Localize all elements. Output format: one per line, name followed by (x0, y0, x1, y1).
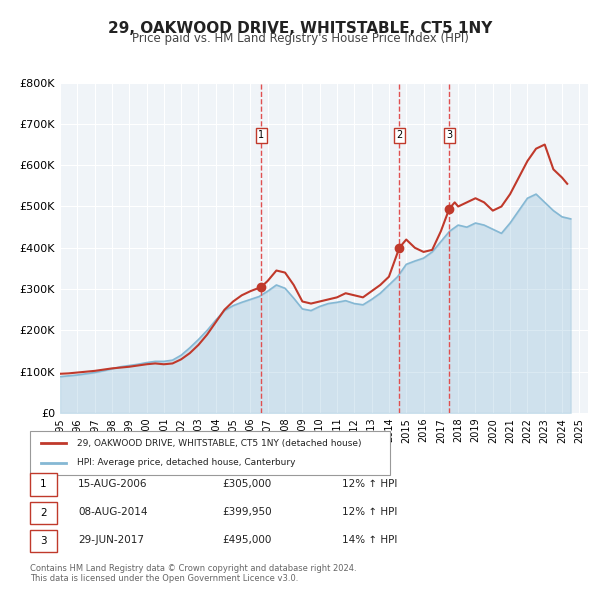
Text: 29-JUN-2017: 29-JUN-2017 (78, 536, 144, 545)
FancyBboxPatch shape (30, 431, 390, 475)
Text: £399,950: £399,950 (222, 507, 272, 517)
Text: 14% ↑ HPI: 14% ↑ HPI (342, 536, 397, 545)
Text: 12% ↑ HPI: 12% ↑ HPI (342, 507, 397, 517)
Text: £305,000: £305,000 (222, 479, 271, 489)
Text: 12% ↑ HPI: 12% ↑ HPI (342, 479, 397, 489)
Text: 1: 1 (258, 130, 264, 140)
Text: Price paid vs. HM Land Registry's House Price Index (HPI): Price paid vs. HM Land Registry's House … (131, 32, 469, 45)
Text: 29, OAKWOOD DRIVE, WHITSTABLE, CT5 1NY (detached house): 29, OAKWOOD DRIVE, WHITSTABLE, CT5 1NY (… (77, 438, 361, 448)
Text: 3: 3 (446, 130, 452, 140)
Text: £495,000: £495,000 (222, 536, 271, 545)
Text: 15-AUG-2006: 15-AUG-2006 (78, 479, 148, 489)
Text: Contains HM Land Registry data © Crown copyright and database right 2024.: Contains HM Land Registry data © Crown c… (30, 565, 356, 573)
Text: 3: 3 (40, 536, 47, 546)
Text: This data is licensed under the Open Government Licence v3.0.: This data is licensed under the Open Gov… (30, 574, 298, 583)
Text: 2: 2 (40, 508, 47, 517)
Text: 1: 1 (40, 480, 47, 489)
Text: 08-AUG-2014: 08-AUG-2014 (78, 507, 148, 517)
Text: 2: 2 (396, 130, 403, 140)
Text: 29, OAKWOOD DRIVE, WHITSTABLE, CT5 1NY: 29, OAKWOOD DRIVE, WHITSTABLE, CT5 1NY (108, 21, 492, 35)
Text: HPI: Average price, detached house, Canterbury: HPI: Average price, detached house, Cant… (77, 458, 295, 467)
